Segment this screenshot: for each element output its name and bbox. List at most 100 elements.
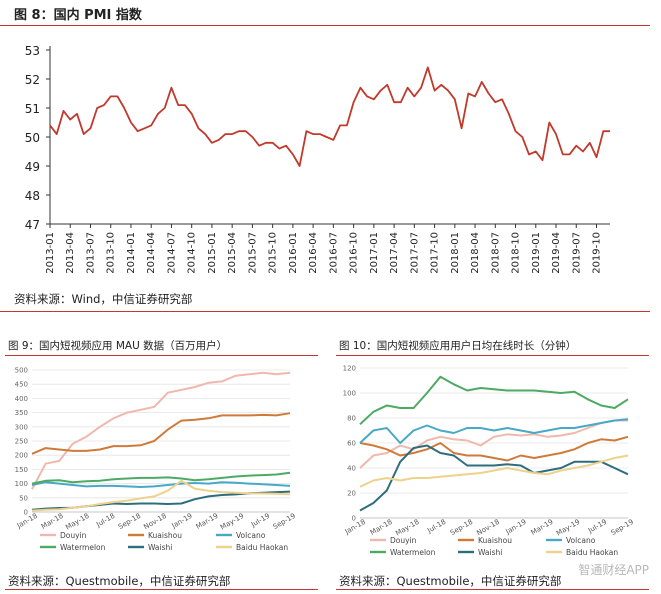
x-tick-label: Sep-18 (449, 518, 474, 537)
x-tick-label: May-18 (394, 518, 420, 538)
y-tick-label: 53 (25, 44, 40, 58)
figure-8-title: 图 8：国内 PMI 指数 (14, 8, 142, 23)
y-tick-label: 80 (347, 415, 356, 423)
legend-label-watermelon: Watermelon (60, 543, 106, 552)
x-tick-label: 2017-01 (369, 232, 380, 274)
series-line-douyin (359, 419, 628, 469)
y-tick-label: 100 (15, 480, 28, 488)
x-tick-label: 2017-04 (389, 232, 400, 274)
x-tick-label: Nov-18 (142, 512, 168, 531)
legend-label-waishi: Waishi (148, 543, 172, 552)
x-tick-label: 2014-04 (146, 232, 157, 274)
y-tick-label: 20 (347, 490, 356, 498)
legend-label-volcano: Volcano (236, 531, 266, 540)
legend-label-kuaishou: Kuaishou (148, 531, 182, 540)
x-tick-label: May-19 (219, 512, 245, 532)
series-line-volcano (31, 481, 291, 488)
figure-10-source: 资料来源：Questmobile，中信证券研究部 (339, 574, 562, 588)
y-tick-label: 120 (343, 365, 356, 373)
x-tick-label: 2018-07 (490, 232, 501, 274)
y-tick-label: 100 (343, 390, 356, 398)
legend-label-kuaishou: Kuaishou (478, 536, 512, 545)
series-line-douyin (31, 371, 291, 490)
y-tick-label: 40 (347, 465, 356, 473)
legend-label-baidu-haokan: Baidu Haokan (236, 543, 288, 552)
x-tick-label: 2013-04 (65, 232, 76, 274)
x-tick-label: 2013-10 (106, 232, 117, 274)
y-tick-label: 250 (15, 438, 28, 446)
series-line-kuaishou (359, 435, 629, 462)
figure-8-top-rule (0, 25, 650, 26)
y-tick-label: 350 (15, 409, 28, 417)
x-tick-label: Mar-19 (530, 518, 555, 537)
x-tick-label: 2016-10 (349, 232, 360, 274)
y-tick-label: 500 (15, 367, 28, 375)
x-tick-label: 2015-07 (247, 232, 258, 274)
y-tick-label: 48 (25, 189, 40, 203)
x-tick-label: 2019-04 (551, 232, 562, 274)
x-tick-label: 2017-10 (430, 232, 441, 274)
x-tick-label: Mar-18 (40, 512, 65, 531)
figure-9-source: 资料来源：Questmobile，中信证券研究部 (8, 574, 231, 588)
figure-10-bottom-rule (336, 589, 649, 590)
x-tick-label: 2014-01 (126, 232, 137, 274)
x-tick-label: 2013-01 (45, 232, 56, 274)
series-line-kuaishou (31, 412, 291, 455)
series-line-baidu-haokan (359, 454, 629, 488)
figure-8-source: 资料来源：Wind，中信证券研究部 (14, 292, 193, 306)
y-tick-label: 0 (24, 509, 28, 517)
legend-label-watermelon: Watermelon (390, 548, 436, 557)
x-tick-label: Sep-18 (117, 512, 142, 531)
x-tick-label: Sep-19 (272, 512, 297, 531)
y-tick-label: 50 (19, 494, 28, 502)
legend-label-douyin: Douyin (60, 531, 87, 540)
x-tick-label: 2018-04 (470, 232, 481, 274)
x-tick-label: 2019-10 (592, 232, 603, 274)
x-tick-label: May-18 (64, 512, 90, 532)
x-tick-label: Jan-19 (504, 518, 528, 537)
series-line-pmi (49, 66, 610, 167)
x-tick-label: 2016-04 (308, 232, 319, 274)
x-tick-label: Jul-18 (94, 512, 116, 529)
x-tick-label: 2019-07 (571, 232, 582, 274)
series-line-watermelon (359, 375, 629, 426)
x-tick-label: 2016-07 (328, 232, 339, 274)
figure-9-title: 图 9：国内短视频应用 MAU 数据（百万用户） (8, 340, 228, 352)
x-tick-label: Nov-18 (475, 518, 501, 537)
x-tick-label: 2018-10 (511, 232, 522, 274)
x-tick-label: 2014-07 (166, 232, 177, 274)
y-tick-label: 0 (352, 515, 356, 523)
y-tick-label: 200 (15, 452, 28, 460)
x-tick-label: Jul-19 (249, 512, 271, 529)
series-line-baidu-haokan (31, 479, 291, 512)
figure-9-bottom-rule (5, 589, 318, 590)
y-tick-label: 450 (15, 381, 28, 389)
figure-10-title: 图 10：国内短视频应用用户日均在线时长（分钟） (339, 340, 577, 352)
x-tick-label: Jul-18 (425, 518, 447, 535)
legend-label-douyin: Douyin (390, 536, 417, 545)
legend-label-waishi: Waishi (478, 548, 502, 557)
figure-9-top-rule (5, 355, 318, 356)
x-tick-label: Sep-19 (610, 518, 635, 537)
x-tick-label: 2013-07 (85, 232, 96, 274)
figure-10-top-rule (336, 355, 649, 356)
y-tick-label: 51 (25, 102, 40, 116)
y-tick-label: 47 (25, 218, 40, 232)
x-tick-label: 2017-07 (409, 232, 420, 274)
x-tick-label: 2015-04 (227, 232, 238, 274)
y-tick-label: 50 (25, 131, 40, 145)
y-tick-label: 300 (15, 423, 28, 431)
y-tick-label: 52 (25, 73, 40, 87)
pmi-chart: 47 48 49 50 51 52 53 2013-01 2013-04 2013-07 2013-… (25, 44, 610, 274)
series-line-volcano (359, 418, 629, 444)
x-tick-label: 2015-01 (207, 232, 218, 274)
series-line-waishi (359, 444, 629, 512)
x-tick-label: May-19 (555, 518, 581, 538)
legend-label-volcano: Volcano (566, 536, 596, 545)
x-tick-label: Jul-19 (586, 518, 608, 535)
legend-label-baidu-haokan: Baidu Haokan (566, 548, 618, 557)
y-tick-label: 60 (347, 440, 356, 448)
x-tick-label: 2019-01 (531, 232, 542, 274)
x-tick-label: 2014-10 (187, 232, 198, 274)
